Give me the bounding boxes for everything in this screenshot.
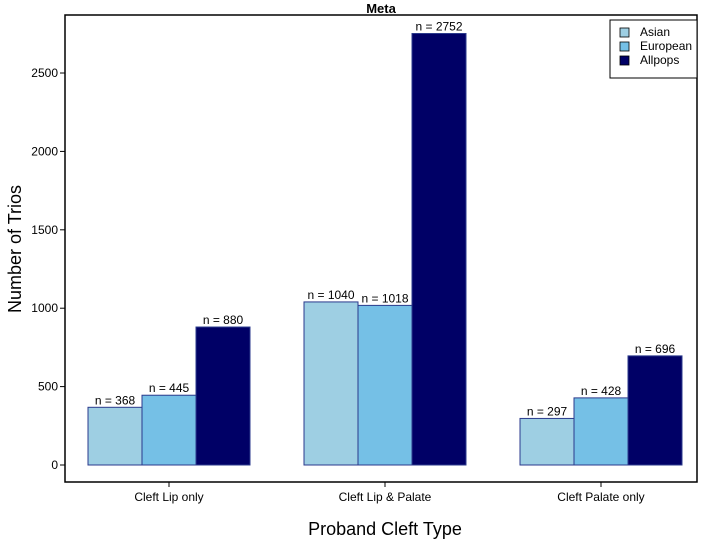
y-tick-label: 1000 xyxy=(31,301,58,315)
y-tick-label: 500 xyxy=(38,380,58,394)
bar-data-label: n = 880 xyxy=(203,313,244,327)
bar xyxy=(141,394,197,466)
bar-data-label: n = 368 xyxy=(95,393,136,407)
plot-frame xyxy=(64,14,698,483)
chart-title: Meta xyxy=(366,1,396,16)
bar xyxy=(411,33,467,466)
bar xyxy=(303,301,359,466)
y-tick-label: 0 xyxy=(51,458,58,472)
bar xyxy=(195,326,251,466)
x-tick-label: Cleft Lip & Palate xyxy=(339,490,432,504)
bar-data-label: n = 696 xyxy=(635,342,676,356)
bar xyxy=(87,406,143,466)
legend-swatch xyxy=(619,27,630,38)
y-axis: 0 500 1000 1500 2000 2500 xyxy=(31,66,65,472)
bar xyxy=(627,355,683,466)
bar-data-label: n = 428 xyxy=(581,384,622,398)
bars xyxy=(87,33,683,466)
legend-swatch xyxy=(619,41,630,52)
legend-swatch xyxy=(619,55,630,66)
y-tick-label: 2000 xyxy=(31,144,58,158)
y-tick-label: 1500 xyxy=(31,223,58,237)
legend-label: Asian xyxy=(640,25,670,39)
bar-data-label: n = 297 xyxy=(527,404,568,418)
y-tick-label: 2500 xyxy=(31,66,58,80)
x-axis-title: Proband Cleft Type xyxy=(308,519,462,539)
bar xyxy=(357,304,413,466)
bar xyxy=(519,417,575,466)
bar-data-label: n = 445 xyxy=(149,381,190,395)
y-axis-title: Number of Trios xyxy=(5,185,25,313)
bar-data-label: n = 2752 xyxy=(415,20,462,34)
legend-label: European xyxy=(640,39,692,53)
data-labels: n = 368 n = 445 n = 880 n = 1040 n = 1018 n =… xyxy=(95,20,676,419)
legend-label: Allpops xyxy=(640,53,679,67)
x-tick-label: Cleft Lip only xyxy=(134,490,203,504)
x-tick-label: Cleft Palate only xyxy=(557,490,644,504)
bar xyxy=(573,397,629,466)
x-axis: Cleft Lip only Cleft Lip & Palate Cleft Pa… xyxy=(134,482,645,504)
bar-data-label: n = 1040 xyxy=(307,288,354,302)
bar-data-label: n = 1018 xyxy=(361,291,408,305)
